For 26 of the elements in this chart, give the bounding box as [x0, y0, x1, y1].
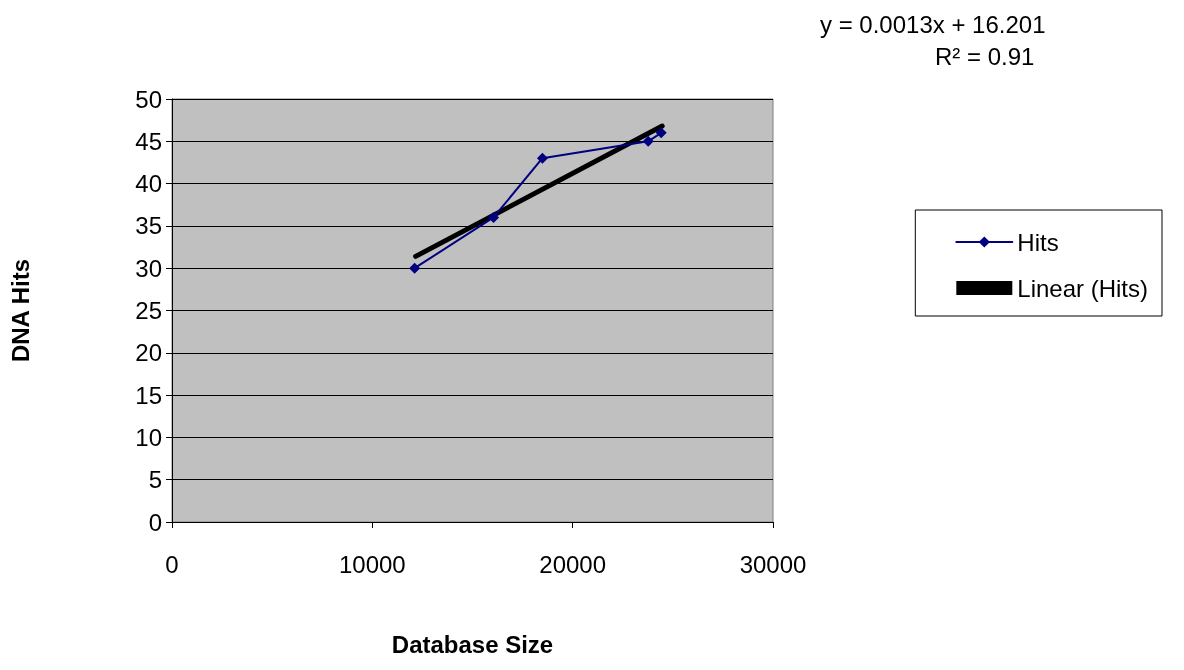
- y-tick-label: 45: [135, 127, 162, 155]
- y-tick-label: 25: [135, 297, 162, 324]
- legend-label: Hits: [1017, 228, 1059, 256]
- point: [409, 262, 421, 274]
- x-tick-label: 10000: [338, 550, 406, 578]
- text: y = 0.0013x + 16.201: [820, 10, 1046, 38]
- legend-label: Linear (Hits): [1017, 274, 1148, 302]
- x-tick-label: 30000: [739, 550, 807, 578]
- point: [536, 152, 548, 164]
- y-tick-label: 15: [135, 381, 162, 409]
- point: [655, 127, 667, 139]
- y-tick-label: 20: [135, 339, 162, 367]
- y-tick-label: 40: [135, 170, 162, 198]
- point: [488, 211, 500, 223]
- y-axis-title: DNA Hits: [6, 258, 34, 363]
- x-axis-title: Database Size: [391, 630, 554, 658]
- y-tick-label: 50: [135, 85, 162, 113]
- x-tick-label: 0: [165, 550, 179, 578]
- point: [642, 135, 654, 147]
- y-tick-label: 35: [135, 212, 162, 240]
- y-tick-label: 30: [135, 254, 162, 282]
- y-tick-label: 0: [148, 508, 162, 536]
- y-tick-label: 5: [148, 466, 162, 494]
- x-tick-label: 20000: [539, 550, 607, 578]
- y-tick-label: 10: [135, 423, 162, 451]
- text: R² = 0.91: [935, 42, 1035, 70]
